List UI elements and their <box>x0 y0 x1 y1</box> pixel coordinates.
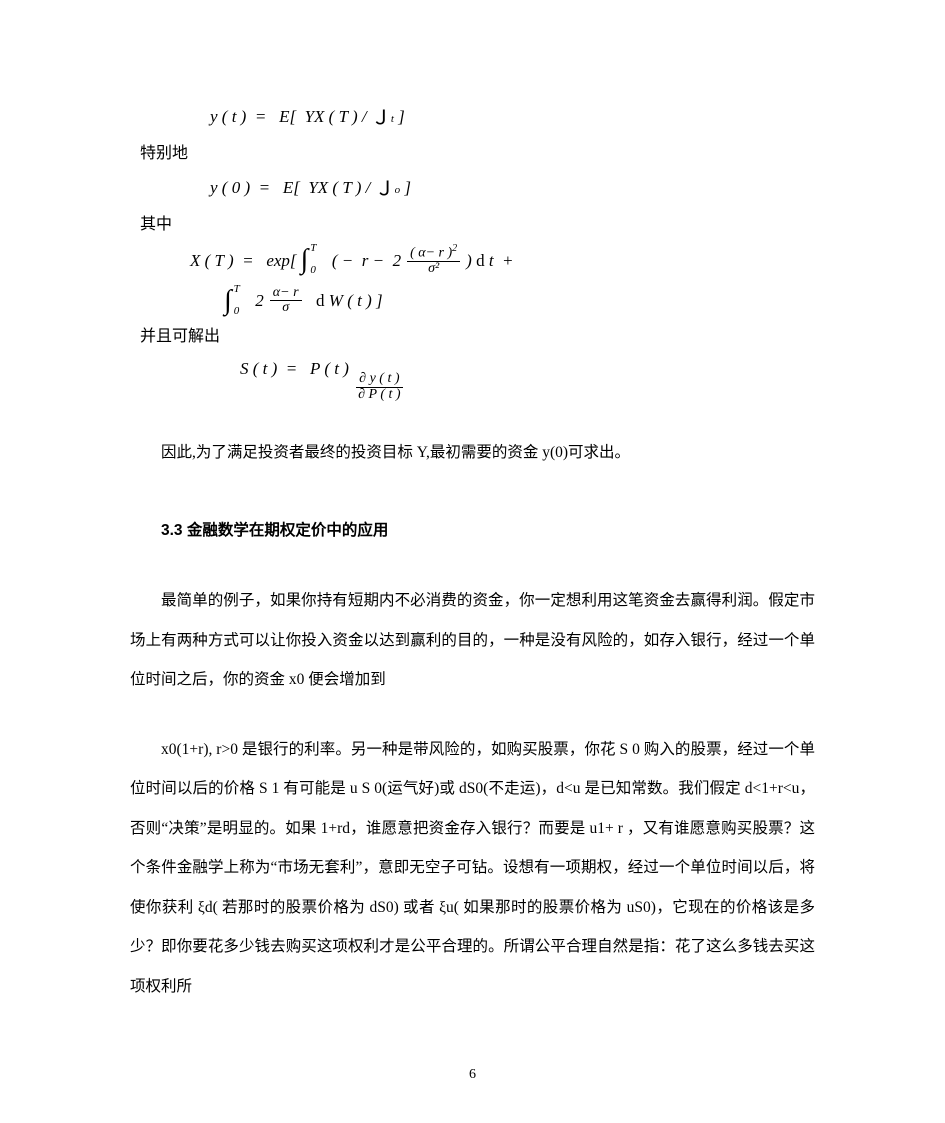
eq-St-lead: S ( t ) = P ( t ) <box>240 359 349 378</box>
eq-XT-body-a: ( − r − 2 <box>332 250 401 272</box>
frac-dY-dP: ∂ y ( t ) ∂ P ( t ) <box>355 372 403 402</box>
equation-XT: X ( T ) = exp[ ∫T0 ( − r − 2 ( α− r )2 σ… <box>190 242 815 319</box>
eq4-frac-den: ∂ P ( t ) <box>355 388 403 403</box>
label-solve: 并且可解出 <box>140 319 815 354</box>
page: y ( t ) = E[ YX ( T ) / Ｊt ] 特别地 y ( 0 )… <box>0 0 945 1123</box>
integral-upper-2: T <box>234 282 240 296</box>
frac2-den: σ <box>279 301 292 316</box>
eq-XT-line1: X ( T ) = exp[ ∫T 0 ( − r − 2 ( α− r )2 σ… <box>190 242 815 278</box>
eq-XT-line2: ∫T 0 2 α− r σ d W ( t ) ] <box>224 283 815 319</box>
eq-XT-lead: X ( T ) = exp[ <box>190 250 297 272</box>
eq-XT-line2-b: d W ( t ) ] <box>308 290 383 312</box>
eq-XT-body-b: ) d t + <box>466 250 513 272</box>
integral-symbol-1: ∫ <box>301 242 309 278</box>
integral-lower-2: 0 <box>234 304 240 318</box>
frac-alpha-r: α− r σ <box>270 286 302 316</box>
eq-XT-line2-a: 2 <box>255 290 264 312</box>
frac-alpha-r-sq: ( α− r )2 σ² <box>407 244 460 277</box>
integral-upper-1: T <box>310 241 316 255</box>
integral-lower-1: 0 <box>310 263 316 277</box>
equation-St: S ( t ) = P ( t ) ∂ y ( t ) ∂ P ( t ) <box>240 354 815 402</box>
eq4-frac-num: ∂ y ( t ) <box>356 372 402 388</box>
equation-y0: y ( 0 ) = E[ YX ( T ) / Ｊo ] <box>210 171 815 207</box>
paragraph-example-detail: x0(1+r), r>0 是银行的利率。另一种是带风险的，如购买股票，你花 S … <box>130 730 815 1007</box>
section-heading-3-3: 3.3 金融数学在期权定价中的应用 <box>130 512 815 551</box>
frac1-num: ( α− r )2 <box>407 244 460 262</box>
eq-yt-text: y ( t ) = E[ YX ( T ) / Ｊt ] <box>210 107 405 126</box>
integral-symbol-2: ∫ <box>224 283 232 319</box>
label-special: 特别地 <box>140 136 815 171</box>
label-where: 其中 <box>140 207 815 242</box>
page-number: 6 <box>0 1067 945 1083</box>
paragraph-example-intro: 最简单的例子，如果你持有短期内不必消费的资金，你一定想利用这笔资金去赢得利润。假… <box>130 581 815 700</box>
paragraph-conclusion: 因此,为了满足投资者最终的投资目标 Y,最初需要的资金 y(0)可求出。 <box>130 433 815 473</box>
equation-yt: y ( t ) = E[ YX ( T ) / Ｊt ] <box>210 100 815 136</box>
frac2-num: α− r <box>270 286 302 302</box>
eq-y0-text: y ( 0 ) = E[ YX ( T ) / Ｊo ] <box>210 178 411 197</box>
frac1-den: σ² <box>425 262 442 277</box>
